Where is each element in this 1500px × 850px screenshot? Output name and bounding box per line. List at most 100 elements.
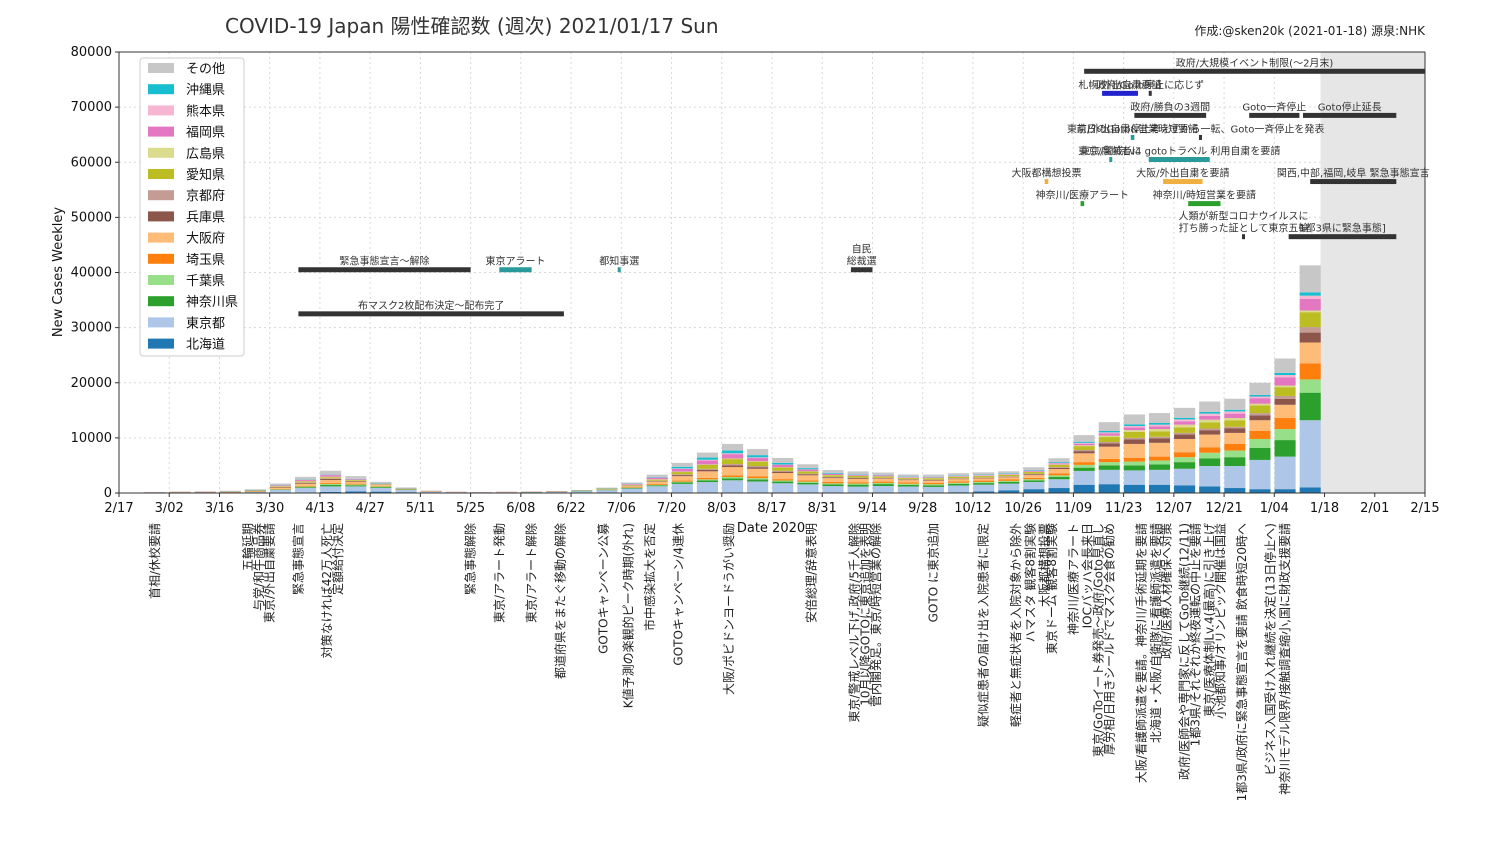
bar-segment	[922, 474, 945, 477]
event-label: 東京ドーム 観客8割実験	[1044, 523, 1059, 654]
x-tick-label: 3/16	[205, 501, 234, 516]
bar-segment	[1123, 443, 1145, 458]
bar-segment	[596, 490, 618, 493]
event-label: 1都3県/政府に緊急事態宣言を要請 飲食時短20時へ	[1234, 523, 1249, 801]
bar-segment	[747, 468, 769, 477]
bar-segment	[1174, 468, 1196, 486]
annotation-label: 人類が新型コロナウイルスに	[1179, 210, 1309, 223]
bar-segment	[295, 485, 317, 487]
y-tick-label: 40000	[71, 266, 112, 281]
legend: その他沖縄県熊本県福岡県広島県愛知県京都府兵庫県大阪府埼玉県千葉県神奈川県東京都…	[139, 57, 245, 357]
annotation-label: 東京/高齢者に gotoトラベル 利用自粛を要請	[1078, 144, 1280, 157]
x-tick-label: 8/31	[808, 501, 837, 516]
bar-segment	[721, 480, 744, 493]
bar-segment	[671, 466, 693, 469]
x-tick-label: 11/09	[1055, 501, 1092, 516]
bar-segment	[922, 480, 945, 483]
bar-segment	[1199, 415, 1221, 420]
y-axis-label: New Cases Weekley	[51, 207, 66, 337]
x-tick-label: 3/30	[255, 501, 284, 516]
bar-segment	[1048, 473, 1070, 476]
annotation-label: 政府/大規模イベント制限(〜2月末)	[1176, 56, 1334, 69]
bar-segment	[1148, 431, 1171, 437]
bar-segment	[1148, 424, 1171, 427]
legend-label: 千葉県	[186, 274, 225, 289]
y-tick-label: 60000	[71, 155, 112, 170]
event-label: 1都3県/それぞれか終夜運転の中止を要請	[1187, 523, 1202, 746]
annotation-label: 大阪都構想投票	[1011, 167, 1081, 180]
bar-segment	[1123, 414, 1145, 425]
bar-segment	[897, 484, 919, 487]
bar-segment	[1224, 465, 1246, 489]
bar-segment	[1274, 385, 1296, 388]
bar-segment	[822, 472, 844, 474]
bar-segment	[320, 482, 342, 484]
bar-segment	[922, 482, 945, 485]
bar-segment	[295, 476, 317, 480]
bar-segment	[1073, 443, 1095, 446]
bar-segment	[370, 481, 392, 484]
bar-segment	[395, 487, 417, 489]
bar-segment	[847, 475, 869, 478]
bar-segment	[1224, 488, 1246, 493]
event-label: 東京/アラート発動	[492, 523, 506, 623]
event-label: 小池都知事/オリンピック開催は国益	[1213, 523, 1227, 719]
x-tick-label: 9/28	[908, 501, 937, 516]
bar-segment	[948, 482, 970, 484]
annotation-label: 政府/勝負の3週間	[1130, 100, 1210, 113]
bar-segment	[1199, 428, 1221, 431]
bar-segment	[998, 479, 1020, 481]
bar-segment	[696, 477, 718, 480]
annotation-label: 前日のGoto停止考えずから一転、Goto一斉停止を発表	[1077, 122, 1325, 135]
bar-segment	[1148, 413, 1171, 423]
x-tick-label: 4/27	[356, 501, 385, 516]
x-tick-label: 10/12	[954, 501, 991, 516]
bar-segment	[948, 476, 970, 477]
bar-segment	[269, 486, 292, 488]
bar-segment	[1249, 405, 1271, 414]
bar-segment	[1073, 451, 1095, 454]
bar-segment	[295, 480, 317, 482]
bar-segment	[998, 474, 1020, 477]
bar-segment	[922, 478, 945, 480]
bar-segment	[1299, 327, 1321, 333]
bar-segment	[1048, 479, 1070, 489]
bar-segment	[822, 484, 844, 487]
annotation-label: 都知事選	[599, 255, 639, 268]
bar-segment	[646, 474, 668, 477]
event-label: IOCバッハ会長来日	[1081, 523, 1095, 628]
bar-segment	[1249, 403, 1271, 406]
bar-segment	[747, 466, 769, 468]
bar-segment	[345, 483, 367, 485]
bar-segment	[1123, 465, 1145, 471]
bar-segment	[1048, 458, 1070, 463]
x-tick-label: 7/20	[657, 501, 686, 516]
bar-segment	[1274, 377, 1296, 386]
x-tick-label: 6/08	[506, 501, 535, 516]
bar-segment	[1174, 485, 1196, 493]
bar-segment	[696, 471, 718, 478]
bar-segment	[1274, 456, 1296, 490]
bar-segment	[320, 483, 342, 486]
legend-swatch	[148, 275, 174, 285]
event-label: 市中感染拡大を否定	[642, 523, 657, 631]
bar-segment	[1174, 434, 1196, 439]
annotation-bar	[1130, 134, 1135, 140]
x-tick-label: 8/03	[707, 501, 736, 516]
bar-segment	[872, 484, 894, 486]
bar-segment	[747, 461, 769, 467]
bar-segment	[973, 484, 995, 492]
bar-segment	[797, 481, 819, 483]
bar-segment	[797, 480, 819, 482]
bar-segment	[721, 477, 744, 479]
annotation-label: 政府/GoTo停止に応じず	[1096, 78, 1204, 91]
x-tick-label: 7/06	[607, 501, 636, 516]
bar-segment	[1224, 432, 1246, 444]
bar-segment	[320, 486, 342, 492]
bar-segment	[1299, 332, 1321, 343]
bar-segment	[1274, 372, 1296, 376]
bar-segment	[646, 476, 668, 478]
bar-segment	[772, 471, 794, 474]
bar-segment	[721, 453, 744, 455]
